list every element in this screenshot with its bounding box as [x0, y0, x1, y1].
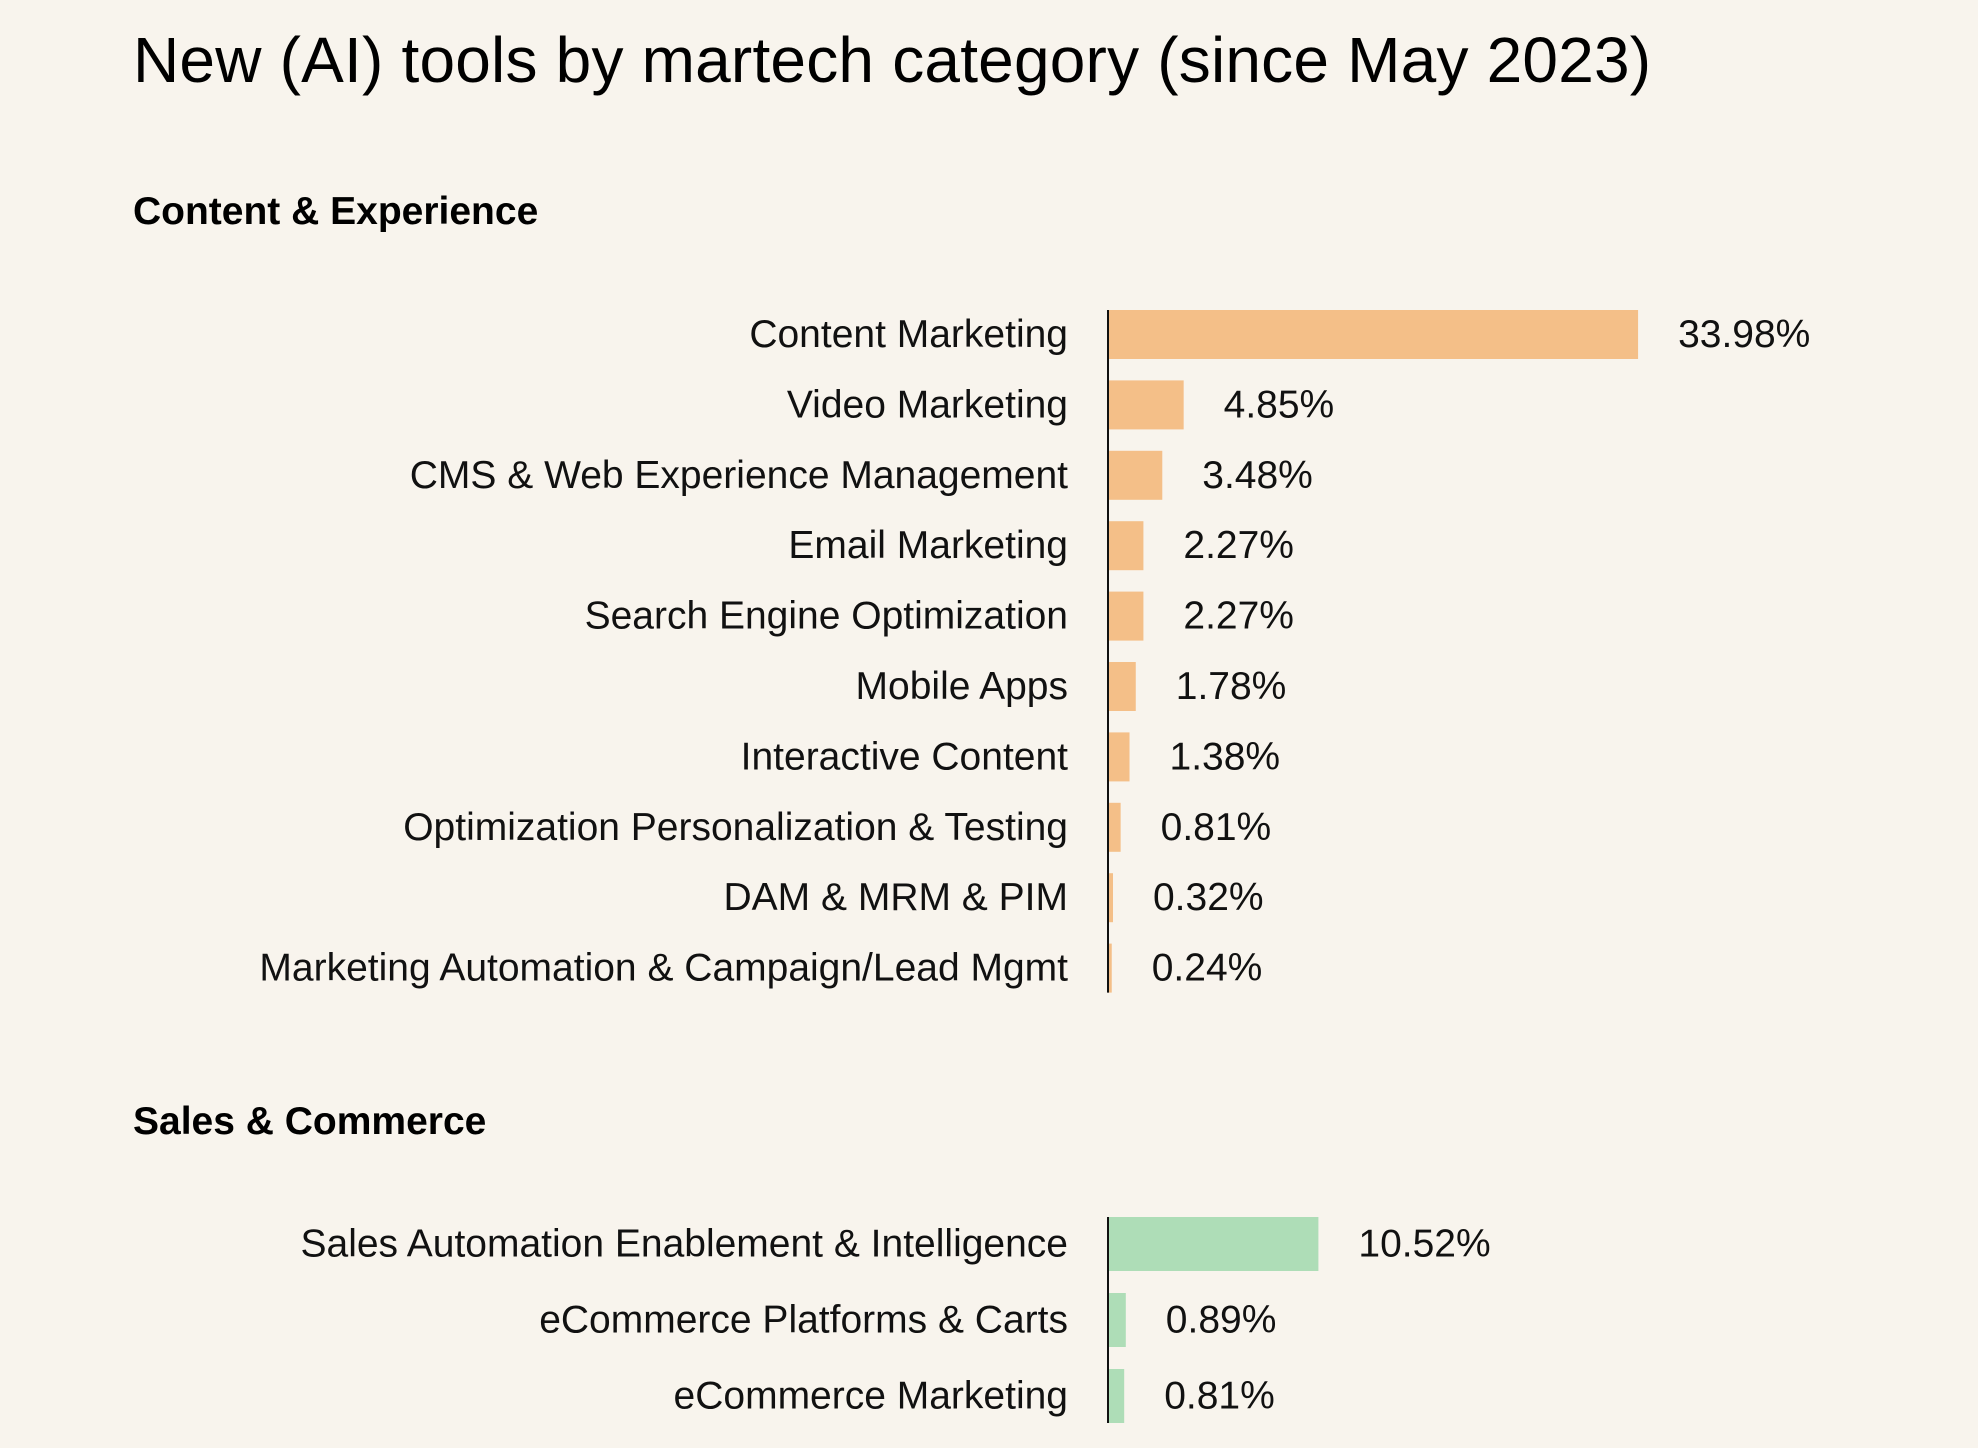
- value-label: 33.98%: [1678, 313, 1810, 356]
- content-bar: [1108, 943, 1112, 993]
- value-label: 0.32%: [1153, 876, 1264, 919]
- category-label: Search Engine Optimization: [585, 595, 1068, 638]
- value-label: 2.27%: [1183, 524, 1294, 567]
- value-label: 2.27%: [1183, 595, 1294, 638]
- value-label: 1.78%: [1176, 665, 1287, 708]
- section-heading-sales-commerce: Sales & Commerce: [133, 1100, 487, 1143]
- sales-bar: [1108, 1217, 1319, 1271]
- category-label: Marketing Automation & Campaign/Lead Mgm…: [259, 947, 1068, 990]
- content-bar: [1108, 380, 1184, 430]
- category-label: Mobile Apps: [856, 665, 1068, 708]
- content-bar: [1108, 521, 1144, 571]
- content-bar: [1108, 662, 1136, 711]
- content-bar: [1108, 310, 1639, 359]
- sales-bar: [1108, 1369, 1125, 1423]
- value-label: 10.52%: [1358, 1223, 1490, 1266]
- value-label: 0.24%: [1152, 947, 1263, 990]
- category-label: DAM & MRM & PIM: [723, 876, 1068, 919]
- value-label: 0.81%: [1161, 806, 1272, 849]
- section-heading-content-experience: Content & Experience: [133, 190, 539, 233]
- category-label: Video Marketing: [787, 383, 1068, 426]
- value-label: 4.85%: [1224, 383, 1335, 426]
- value-label: 3.48%: [1202, 454, 1313, 497]
- category-label: Optimization Personalization & Testing: [403, 806, 1068, 849]
- content-bar: [1108, 873, 1113, 923]
- category-label: CMS & Web Experience Management: [410, 454, 1068, 497]
- sales-bar: [1108, 1293, 1126, 1347]
- value-label: 1.38%: [1170, 735, 1281, 778]
- content-bar: [1108, 450, 1163, 500]
- value-label: 0.81%: [1164, 1375, 1275, 1418]
- value-label: 0.89%: [1166, 1299, 1277, 1342]
- category-label: eCommerce Marketing: [674, 1375, 1068, 1418]
- content-bar: [1108, 802, 1121, 852]
- category-label: Sales Automation Enablement & Intelligen…: [301, 1223, 1069, 1266]
- category-label: Email Marketing: [788, 524, 1068, 567]
- content-bar: [1108, 732, 1130, 782]
- category-label: eCommerce Platforms & Carts: [539, 1299, 1068, 1342]
- chart-title: New (AI) tools by martech category (sinc…: [133, 24, 1652, 96]
- category-label: Interactive Content: [741, 735, 1069, 778]
- category-label: Content Marketing: [749, 313, 1068, 356]
- content-bar: [1108, 591, 1144, 641]
